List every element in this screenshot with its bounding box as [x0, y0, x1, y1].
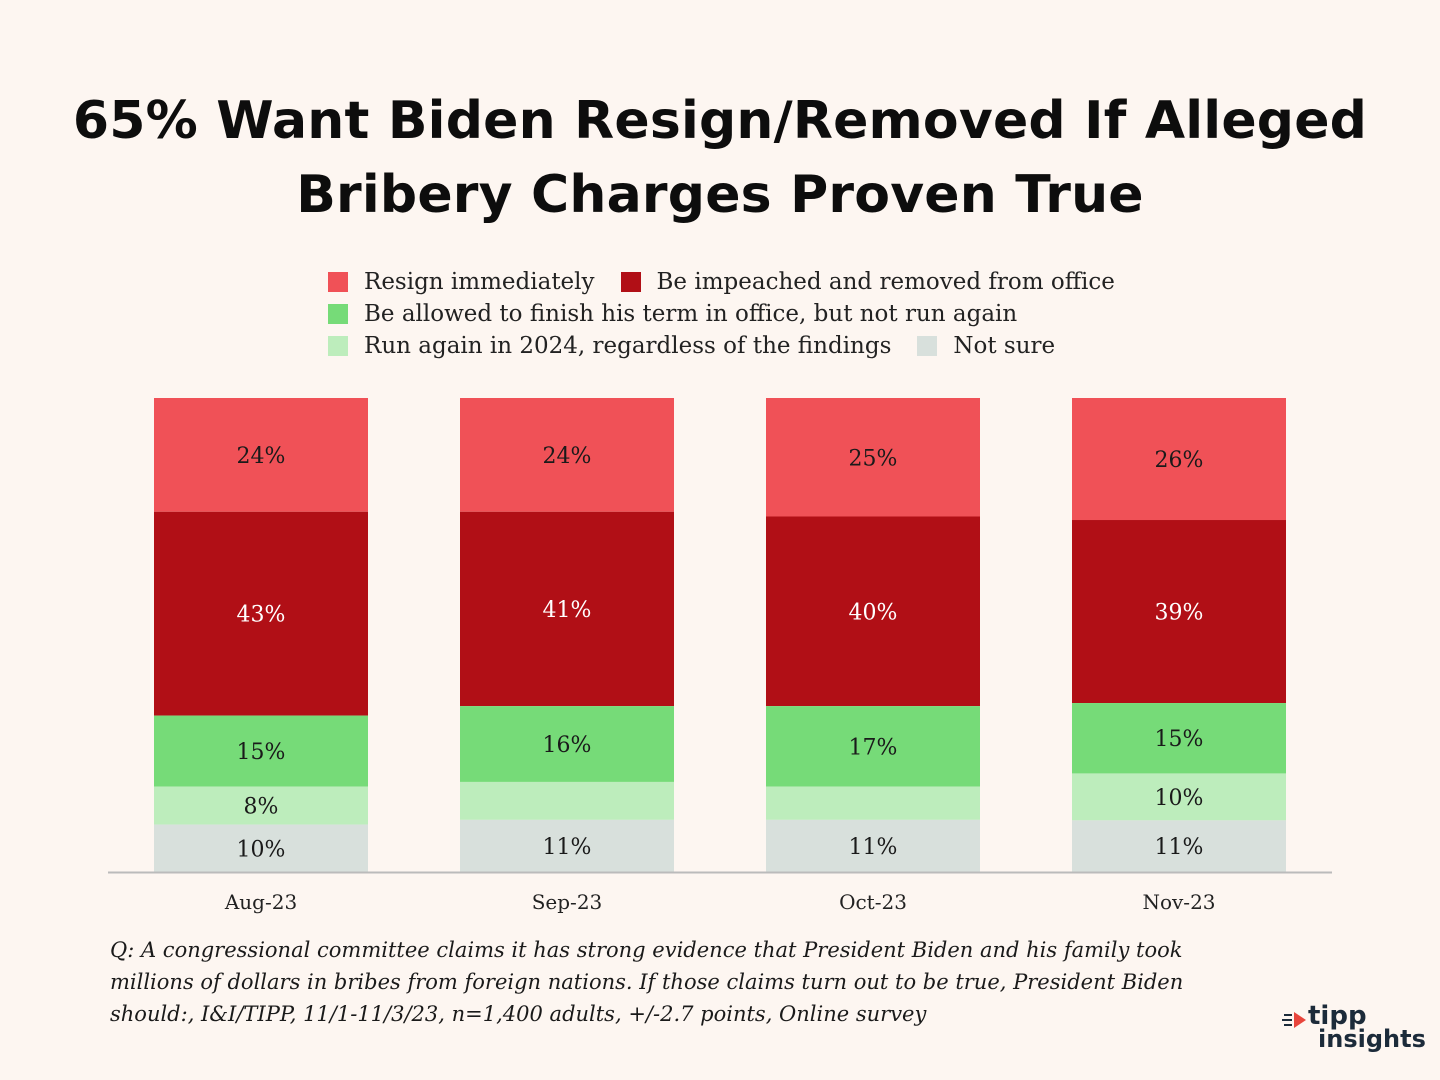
bar-finish-term-oct-23: [766, 706, 980, 787]
bar-impeached-oct-23: [766, 516, 980, 707]
bar-impeached-sep-23: [460, 511, 674, 707]
legend-row-3: Run again in 2024, regardless of the fin…: [328, 330, 1141, 362]
data-label-not-sure-aug-23: 10%: [237, 837, 286, 862]
legend-row-2: Be allowed to finish his term in office,…: [328, 298, 1141, 330]
legend-item-run-again: Run again in 2024, regardless of the fin…: [328, 330, 891, 362]
data-label-impeached-sep-23: 41%: [543, 598, 592, 623]
legend-swatch-finish-term: [328, 304, 348, 324]
bar-impeached-nov-23: [1072, 520, 1286, 704]
bar-not-sure-oct-23: [766, 819, 980, 872]
bar-resign-aug-23: [154, 398, 368, 512]
legend-label-impeached: Be impeached and removed from office: [656, 269, 1115, 295]
data-label-impeached-oct-23: 40%: [849, 600, 898, 625]
x-tick-label-oct-23: Oct-23: [839, 890, 907, 914]
data-label-finish-term-nov-23: 15%: [1155, 727, 1204, 752]
bar-finish-term-aug-23: [154, 715, 368, 787]
logo-mark-icon: [1282, 1012, 1306, 1028]
data-label-impeached-aug-23: 43%: [237, 603, 286, 628]
legend-label-finish-term: Be allowed to finish his term in office,…: [364, 301, 1018, 327]
footnote-line-3: should:, I&I/TIPP, 11/1-11/3/23, n=1,400…: [110, 1002, 927, 1026]
bar-finish-term-nov-23: [1072, 703, 1286, 774]
data-label-not-sure-oct-23: 11%: [849, 835, 898, 860]
survey-footnote: Q: A congressional committee claims it h…: [110, 934, 1260, 1030]
bar-finish-term-sep-23: [460, 706, 674, 782]
legend-label-resign: Resign immediately: [364, 269, 595, 295]
data-label-run-again-nov-23: 10%: [1155, 786, 1204, 811]
legend-label-not-sure: Not sure: [953, 333, 1056, 359]
logo-word-insights: insights: [1318, 1025, 1426, 1053]
bar-run-again-aug-23: [154, 786, 368, 825]
data-label-finish-term-sep-23: 16%: [543, 733, 592, 758]
footnote-line-1: Q: A congressional committee claims it h…: [110, 938, 1183, 962]
stacked-bar-chart: 24% 43% 15% 8% 10% Aug-23 24% 41% 16% 11% Sep-23 25…: [108, 398, 1332, 914]
footnote-line-2: millions of dollars in bribes from forei…: [110, 970, 1184, 994]
x-tick-label-sep-23: Sep-23: [532, 890, 603, 914]
bar-run-again-nov-23: [1072, 773, 1286, 821]
legend-label-run-again: Run again in 2024, regardless of the fin…: [364, 333, 892, 359]
data-label-resign-nov-23: 26%: [1155, 448, 1204, 473]
chart-title-line-1: 65% Want Biden Resign/Removed If Alleged: [72, 91, 1368, 151]
chart-title: 65% Want Biden Resign/Removed If Alleged…: [0, 84, 1440, 232]
legend-item-resign: Resign immediately: [328, 266, 595, 298]
bar-run-again-oct-23: [766, 786, 980, 820]
x-tick-label-nov-23: Nov-23: [1142, 890, 1215, 914]
data-label-run-again-aug-23: 8%: [244, 795, 279, 820]
bar-resign-oct-23: [766, 398, 980, 517]
legend-swatch-not-sure: [917, 336, 938, 356]
data-label-not-sure-sep-23: 11%: [543, 835, 592, 860]
data-label-resign-oct-23: 25%: [849, 446, 898, 471]
legend-swatch-run-again: [328, 336, 348, 356]
x-tick-label-aug-23: Aug-23: [224, 890, 297, 914]
data-label-impeached-nov-23: 39%: [1155, 601, 1204, 626]
bar-resign-sep-23: [460, 398, 674, 512]
bar-not-sure-nov-23: [1072, 820, 1286, 872]
bar-not-sure-sep-23: [460, 819, 674, 872]
data-label-finish-term-aug-23: 15%: [237, 740, 286, 765]
legend-item-not-sure: Not sure: [917, 330, 1055, 362]
data-label-resign-aug-23: 24%: [237, 444, 286, 469]
data-label-resign-sep-23: 24%: [543, 444, 592, 469]
legend-swatch-impeached: [620, 272, 641, 292]
legend-swatch-resign: [328, 272, 348, 292]
legend-item-impeached: Be impeached and removed from office: [620, 266, 1115, 298]
bar-resign-nov-23: [1072, 398, 1286, 521]
legend-row-1: Resign immediately Be impeached and remo…: [328, 266, 1141, 298]
data-label-not-sure-nov-23: 11%: [1155, 835, 1204, 860]
chart-title-line-2: Bribery Charges Proven True: [296, 165, 1144, 225]
bar-impeached-aug-23: [154, 511, 368, 716]
bar-not-sure-aug-23: [154, 824, 368, 872]
logo-word-tipp: tipp: [1308, 1001, 1367, 1031]
data-label-finish-term-oct-23: 17%: [849, 735, 898, 760]
bar-run-again-sep-23: [460, 781, 674, 820]
chart-legend: Resign immediately Be impeached and remo…: [328, 266, 1141, 362]
legend-item-finish-term: Be allowed to finish his term in office,…: [328, 298, 1017, 330]
tipp-insights-logo: tipp insights: [1282, 1001, 1426, 1054]
